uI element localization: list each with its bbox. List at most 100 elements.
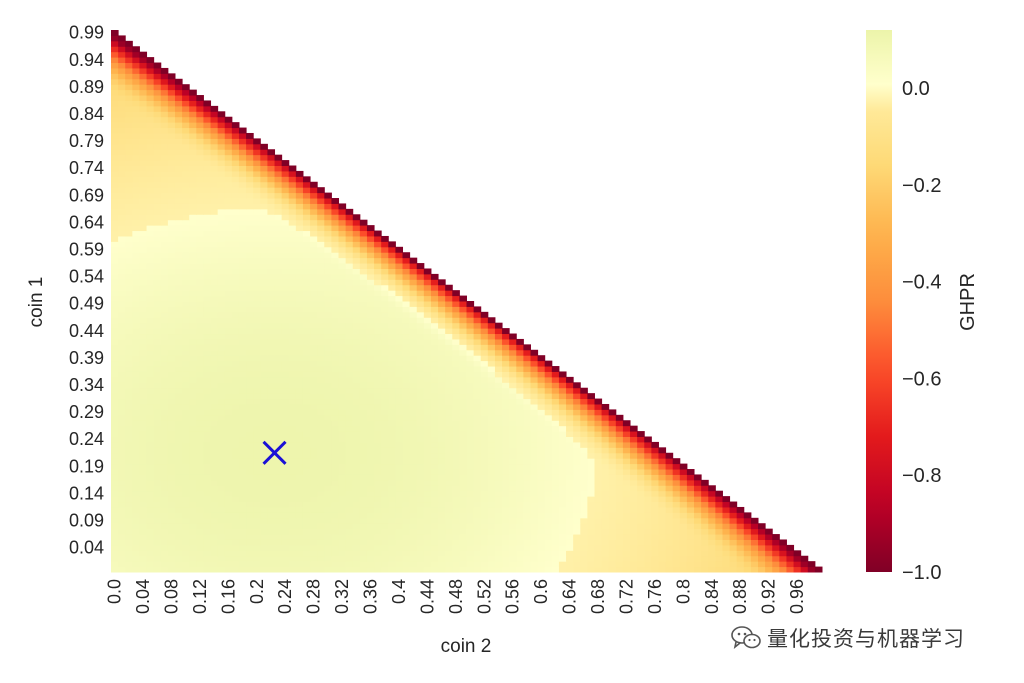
heatmap-cell [338, 203, 347, 210]
heatmap-cell [445, 452, 453, 459]
heatmap-cell [260, 528, 268, 535]
heatmap-cell [509, 398, 517, 405]
heatmap-cell [132, 301, 140, 307]
heatmap-cell [196, 447, 204, 454]
heatmap-cell [196, 366, 204, 372]
heatmap-cell [238, 219, 247, 226]
heatmap-cell [530, 360, 539, 367]
heatmap-cell [580, 490, 588, 497]
heatmap-cell [345, 273, 354, 280]
heatmap-cell [331, 273, 340, 280]
heatmap-cell [566, 463, 574, 470]
heatmap-cell [210, 149, 219, 156]
heatmap-cell [132, 219, 140, 226]
heatmap-cell [238, 149, 247, 156]
heatmap-cell [402, 485, 411, 492]
heatmap-cell [473, 539, 482, 546]
heatmap-cell [523, 463, 531, 470]
heatmap-cell [238, 170, 247, 177]
heatmap-cell [167, 214, 176, 221]
heatmap-cell [466, 539, 475, 546]
heatmap-cell [260, 192, 268, 199]
heatmap-cell [352, 479, 361, 486]
heatmap-cell [118, 528, 126, 535]
heatmap-cell [267, 263, 276, 269]
heatmap-cell [651, 528, 659, 535]
heatmap-cell [338, 441, 347, 448]
heatmap-cell [580, 393, 588, 400]
heatmap-cell [189, 338, 197, 345]
heatmap-cell [111, 382, 119, 389]
heatmap-cell [210, 360, 219, 367]
heatmap-cell [430, 295, 439, 302]
heatmap-cell [139, 105, 148, 112]
heatmap-cell [729, 523, 738, 530]
heatmap-cell [715, 544, 723, 551]
heatmap-cell [359, 523, 368, 530]
heatmap-cell [153, 506, 162, 513]
heatmap-cell [246, 425, 254, 432]
heatmap-cell [331, 376, 340, 383]
heatmap-cell [445, 403, 453, 410]
heatmap-cell [231, 208, 240, 215]
heatmap-cell [388, 463, 396, 470]
heatmap-cell [601, 550, 610, 557]
heatmap-cell [651, 566, 659, 573]
heatmap-cell [558, 544, 567, 551]
heatmap-cell [409, 360, 418, 367]
heatmap-cell [288, 366, 297, 372]
heatmap-cell [167, 322, 176, 329]
heatmap-cell [729, 512, 738, 519]
heatmap-cell [438, 501, 446, 508]
heatmap-cell [438, 290, 446, 297]
heatmap-cell [395, 431, 404, 437]
heatmap-cell [594, 479, 603, 486]
heatmap-cell [260, 317, 268, 324]
heatmap-cell [395, 295, 404, 302]
heatmap-cell [480, 458, 489, 465]
heatmap-cell [146, 485, 155, 492]
heatmap-cell [374, 566, 382, 573]
heatmap-cell [480, 382, 489, 389]
heatmap-cell [196, 257, 204, 264]
heatmap-cell [224, 447, 233, 454]
heatmap-cell [189, 344, 197, 351]
heatmap-cell [167, 366, 176, 372]
heatmap-cell [253, 452, 261, 459]
heatmap-cell [167, 176, 176, 183]
heatmap-cell [238, 398, 247, 405]
heatmap-cell [345, 414, 354, 421]
heatmap-cell [281, 360, 290, 367]
heatmap-cell [665, 506, 674, 513]
heatmap-cell [530, 528, 539, 535]
heatmap-cell [388, 485, 396, 492]
heatmap-cell [224, 203, 233, 210]
heatmap-cell [167, 160, 176, 166]
heatmap-cell [345, 485, 354, 492]
heatmap-cell [452, 376, 460, 383]
heatmap-cell [196, 225, 204, 232]
heatmap-cell [331, 208, 340, 215]
heatmap-cell [494, 458, 503, 465]
heatmap-cell [359, 279, 368, 286]
heatmap-cell [260, 561, 268, 568]
heatmap-cell [210, 496, 219, 503]
heatmap-cell [238, 187, 247, 194]
heatmap-cell [409, 257, 418, 264]
heatmap-cell [509, 566, 517, 573]
heatmap-cell [694, 490, 702, 497]
heatmap-cell [452, 463, 460, 470]
heatmap-cell [459, 328, 467, 335]
heatmap-cell [587, 474, 595, 481]
heatmap-cell [352, 474, 361, 481]
heatmap-cell [445, 317, 453, 324]
heatmap-cell [345, 393, 354, 400]
heatmap-cell [317, 441, 325, 448]
heatmap-cell [523, 534, 531, 540]
heatmap-cell [174, 479, 183, 486]
heatmap-cell [238, 263, 247, 269]
heatmap-cell [317, 198, 325, 204]
heatmap-cell [502, 496, 510, 503]
heatmap-cell [125, 284, 133, 291]
heatmap-cell [224, 517, 233, 524]
